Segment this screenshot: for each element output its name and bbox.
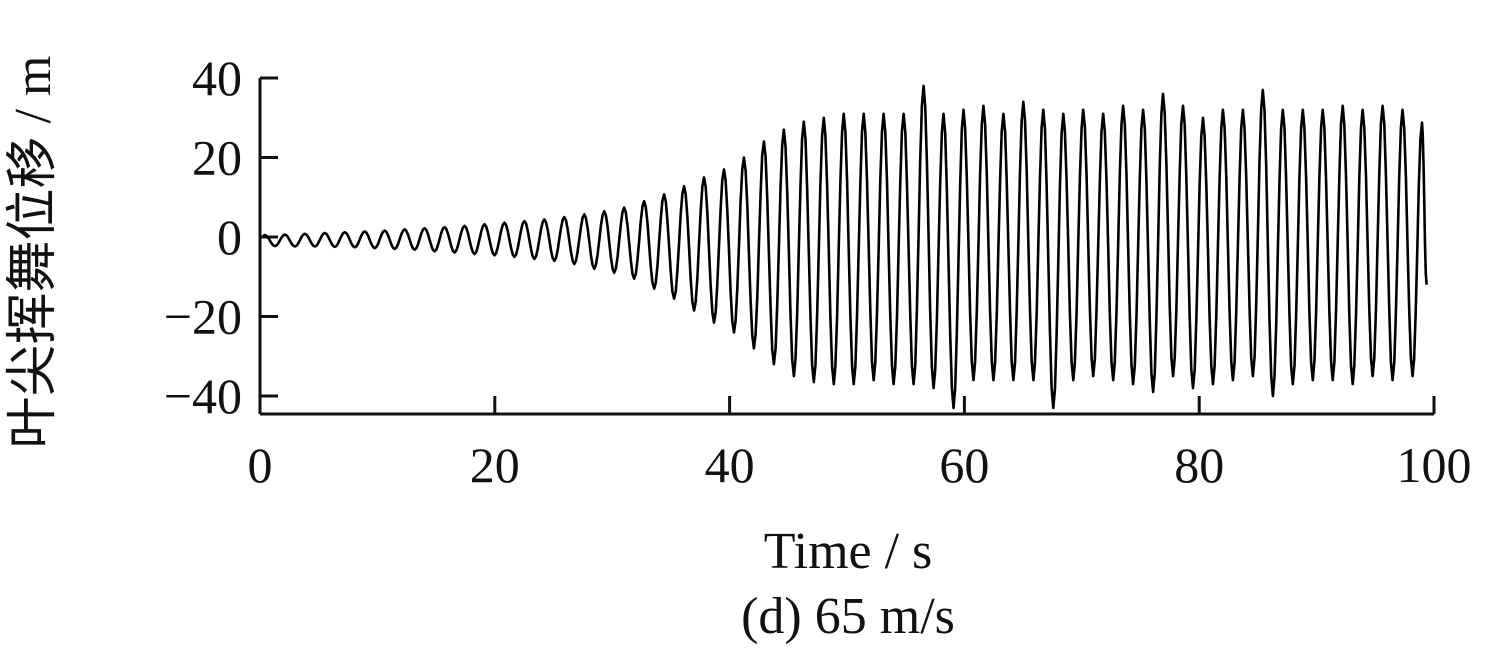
series-line-0: [261, 84, 1428, 410]
x-tick-label-60: 60: [939, 437, 989, 493]
y-axis-title: 叶尖挥舞位移 / m: [5, 56, 62, 449]
y-tick-label-0: 0: [217, 209, 242, 265]
axes: [258, 78, 1434, 416]
y-tick-label--20: −20: [164, 289, 242, 345]
x-tick-label-20: 20: [470, 437, 520, 493]
series-group: [261, 84, 1428, 410]
x-tick-label-80: 80: [1174, 437, 1224, 493]
x-tick-label-40: 40: [705, 437, 755, 493]
x-axis-title: Time / s: [764, 523, 933, 580]
y-tick-label--40: −40: [164, 368, 242, 424]
x-tick-label-100: 100: [1397, 437, 1472, 493]
y-tick-label-40: 40: [192, 50, 242, 106]
x-tick-label-0: 0: [248, 437, 273, 493]
tick-labels: 0 20 40 60 80 100 40 20 0 −20 −40: [164, 50, 1472, 493]
chart-caption: (d) 65 m/s: [741, 588, 955, 645]
y-tick-label-20: 20: [192, 130, 242, 186]
